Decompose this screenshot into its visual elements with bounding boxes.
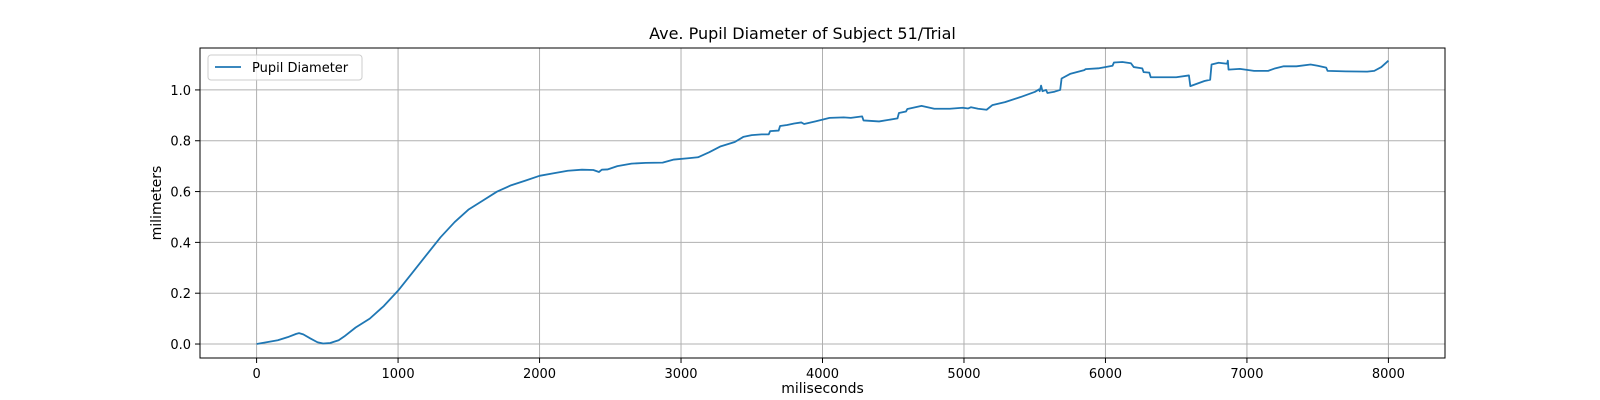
y-tick-label: 1.0 [170,84,191,99]
y-axis: 0.0 0.2 0.4 0.6 0.8 1.0 [170,84,200,353]
y-tick-label: 0.2 [170,287,191,302]
x-tick-label: 8000 [1372,367,1405,382]
chart-title: Ave. Pupil Diameter of Subject 51/Trial [649,24,956,43]
x-tick-label: 3000 [664,367,697,382]
x-tick-label: 7000 [1230,367,1263,382]
x-axis-label: miliseconds [781,381,864,397]
x-tick-label: 0 [252,367,260,382]
legend-box [207,54,363,81]
gridlines [200,48,1445,358]
y-tick-label: 0.8 [170,135,191,150]
x-tick-label: 4000 [806,367,839,382]
y-tick-label: 0.6 [170,186,191,201]
legend: Pupil Diameter [207,54,363,81]
series-layer [256,59,1390,345]
series-line-0 [256,59,1390,345]
x-axis: 0 1000 2000 3000 4000 5000 6000 7000 8000 [252,358,1405,382]
y-axis-label: milimeters [149,166,165,241]
legend-label: Pupil Diameter [252,61,349,76]
y-tick-label: 0.4 [170,236,191,251]
x-tick-label: 2000 [523,367,556,382]
x-tick-label: 1000 [382,367,415,382]
y-tick-label: 0.0 [170,338,191,353]
x-tick-label: 6000 [1089,367,1122,382]
x-tick-label: 5000 [947,367,980,382]
